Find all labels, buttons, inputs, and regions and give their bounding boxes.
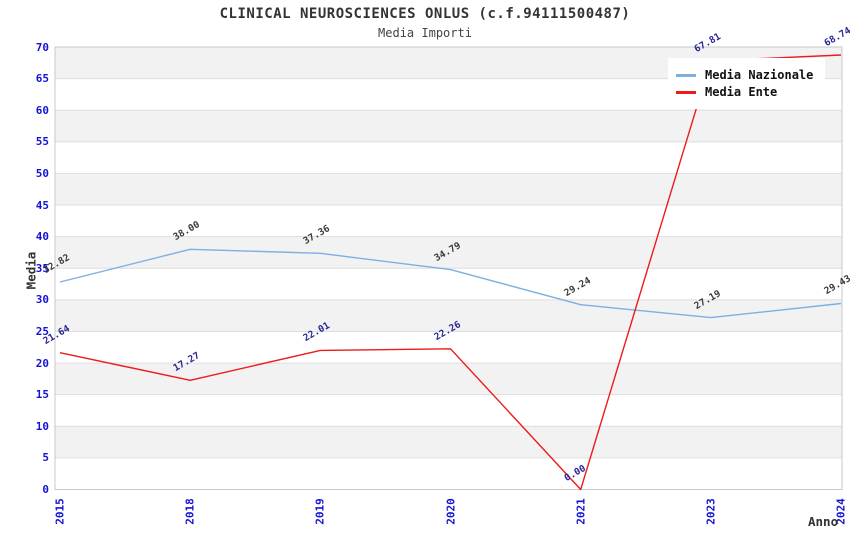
x-tick-label: 2023 (704, 498, 718, 525)
y-tick-label: 25 (35, 324, 49, 338)
legend-item: Media Ente (676, 85, 813, 99)
media-nazionale-line (59, 248, 842, 319)
y-tick-label: 20 (35, 356, 49, 370)
legend-label: Media Nazionale (705, 68, 814, 82)
legend-label: Media Ente (705, 85, 778, 99)
y-tick-label: 10 (35, 419, 49, 433)
chart-subtitle: Media Importi (378, 26, 472, 40)
grid-band (55, 331, 842, 364)
y-tick-label: 5 (42, 451, 49, 465)
legend-line-swatch (676, 73, 696, 77)
grid-band (55, 268, 842, 300)
x-tick-label: 2019 (313, 498, 327, 525)
y-tick-label: 45 (35, 198, 49, 212)
grid-band (55, 173, 842, 206)
x-tick-label: 2018 (183, 498, 197, 525)
grid-band (55, 141, 842, 174)
chart-title: CLINICAL NEUROSCIENCES ONLUS (c.f.941115… (219, 6, 631, 22)
grid-band (55, 236, 842, 269)
y-tick-label: 65 (35, 72, 49, 86)
y-axis-title: Media (23, 251, 39, 290)
y-tick-label: 70 (35, 40, 49, 54)
grid-band (55, 394, 842, 427)
legend-line-swatch (676, 90, 696, 94)
y-tick-label: 50 (35, 166, 49, 180)
y-tick-label: 60 (35, 103, 49, 117)
grid-band (55, 110, 842, 142)
x-axis-title: Anno (808, 514, 839, 529)
legend-item: Media Nazionale (676, 68, 813, 82)
y-tick-label: 0 (42, 483, 49, 496)
y-tick-label: 15 (35, 388, 49, 402)
plot-border (54, 46, 843, 490)
y-tick-label: 40 (35, 230, 49, 244)
grid-band (55, 299, 842, 332)
y-tick-label: 35 (35, 261, 49, 275)
grid-band (55, 457, 842, 490)
grid-band (55, 426, 842, 458)
y-tick-label: 55 (35, 135, 49, 149)
x-tick-label: 2020 (444, 498, 457, 525)
x-tick-label: 2021 (574, 498, 588, 525)
grid-band (55, 205, 842, 237)
x-tick-label: 2015 (53, 498, 67, 525)
y-tick-label: 30 (35, 293, 49, 307)
chart-legend: Media Nazionale Media Ente (668, 58, 826, 109)
